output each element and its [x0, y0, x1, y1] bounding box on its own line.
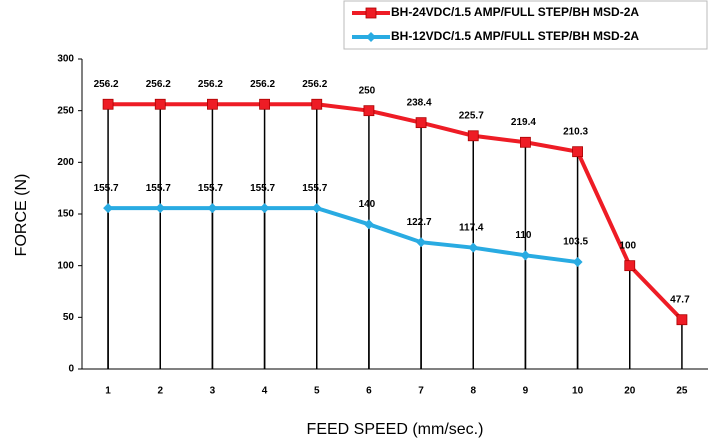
marker — [363, 219, 374, 230]
marker — [676, 314, 688, 326]
marker — [416, 237, 427, 248]
x-tick-label: 25 — [676, 386, 688, 397]
data-label: 256.2 — [198, 79, 223, 90]
data-label: 225.7 — [459, 110, 484, 121]
marker — [363, 105, 375, 117]
x-tick-label: 2 — [157, 386, 163, 397]
x-tick-label: 5 — [314, 386, 320, 397]
marker — [520, 250, 531, 261]
series-line — [108, 206, 578, 265]
y-tick-label: 0 — [68, 364, 74, 375]
data-label: 155.7 — [250, 183, 275, 194]
data-label: 219.4 — [511, 117, 536, 128]
marker — [468, 242, 479, 253]
x-axis-title: FEED SPEED (mm/sec.) — [307, 421, 484, 438]
data-label: 155.7 — [302, 183, 327, 194]
data-label: 256.2 — [250, 79, 275, 90]
marker — [207, 98, 218, 110]
data-label: 256.2 — [146, 79, 171, 90]
data-label: 256.2 — [94, 79, 119, 90]
data-label: 155.7 — [146, 183, 171, 194]
data-label: 155.7 — [94, 183, 119, 194]
x-tick-label: 7 — [418, 386, 424, 397]
legend-label: BH-12VDC/1.5 AMP/FULL STEP/BH MSD-2A — [391, 29, 639, 43]
x-tick-label: 9 — [523, 386, 529, 397]
data-label: 122.7 — [407, 217, 432, 228]
y-tick-label: 250 — [57, 105, 74, 116]
y-tick-label: 200 — [57, 157, 74, 168]
data-label: 117.4 — [459, 222, 484, 233]
data-label: 110 — [515, 230, 532, 241]
marker — [311, 203, 322, 214]
y-axis-title: FORCE (N) — [13, 174, 30, 257]
x-tick-label: 6 — [366, 386, 372, 397]
data-label: 140 — [359, 199, 376, 210]
legend-box — [343, 0, 708, 50]
marker — [520, 136, 531, 148]
marker — [259, 203, 270, 214]
data-label: 238.4 — [407, 97, 432, 108]
marker — [366, 32, 376, 42]
x-tick-label: 4 — [262, 386, 268, 397]
x-tick-label: 20 — [624, 386, 636, 397]
marker — [415, 117, 427, 129]
marker — [155, 203, 166, 214]
data-label: 210.3 — [563, 126, 588, 137]
data-label: 47.7 — [670, 294, 690, 305]
y-tick-label: 100 — [57, 260, 74, 271]
marker — [259, 98, 270, 110]
x-tick-label: 10 — [572, 386, 584, 397]
data-label: 100 — [619, 240, 636, 251]
marker — [103, 203, 114, 214]
marker — [572, 146, 583, 158]
marker — [102, 98, 114, 110]
x-tick-label: 3 — [210, 386, 216, 397]
y-tick-label: 50 — [63, 312, 75, 323]
x-tick-label: 1 — [105, 386, 111, 397]
data-label: 250 — [359, 85, 376, 96]
marker — [154, 98, 166, 110]
marker — [365, 7, 377, 19]
data-label: 155.7 — [198, 183, 223, 194]
y-tick-label: 150 — [57, 209, 74, 220]
data-label: 256.2 — [302, 79, 327, 90]
series-line — [108, 102, 684, 322]
marker — [572, 257, 583, 268]
x-tick-label: 8 — [470, 386, 476, 397]
marker — [311, 98, 323, 110]
data-label: 103.5 — [563, 237, 588, 248]
y-tick-label: 300 — [57, 54, 74, 65]
legend-label: BH-24VDC/1.5 AMP/FULL STEP/BH MSD-2A — [391, 5, 639, 19]
marker — [624, 260, 636, 272]
marker — [467, 130, 479, 142]
marker — [207, 203, 218, 214]
